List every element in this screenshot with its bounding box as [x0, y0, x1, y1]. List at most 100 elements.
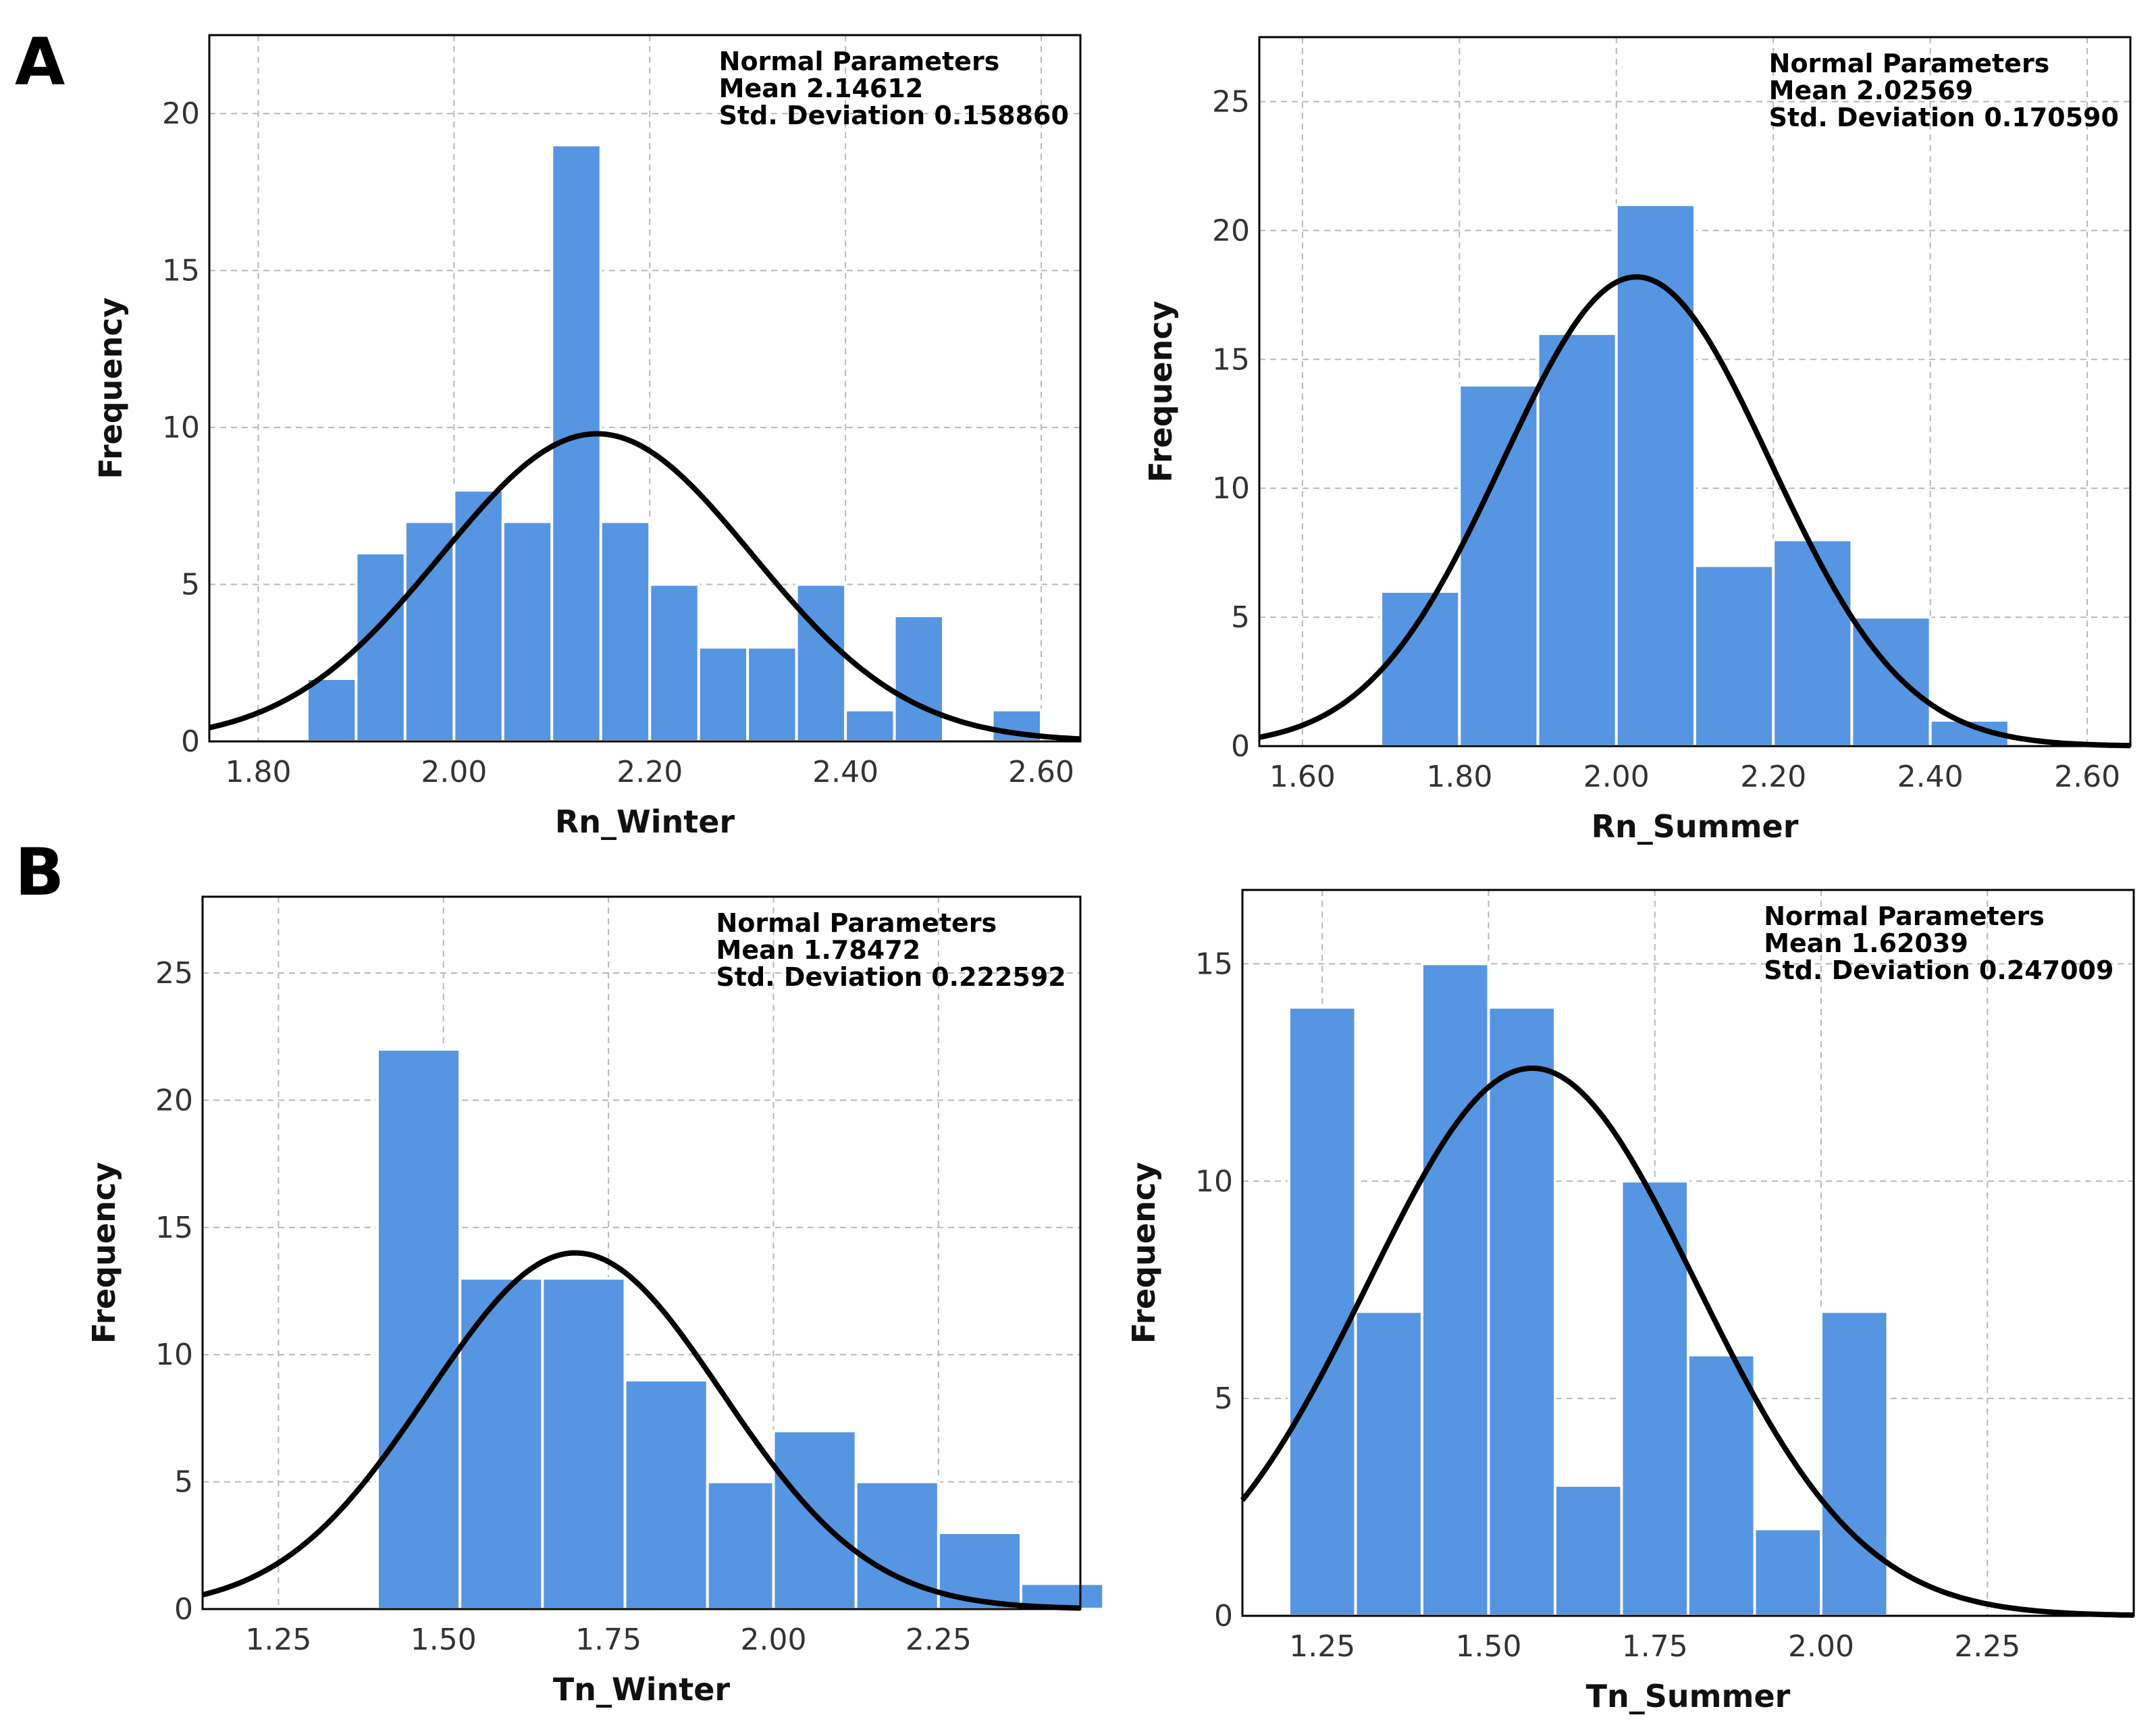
histogram-bar [1287, 1005, 1357, 1617]
histogram-bar [541, 1277, 627, 1611]
rn-summer-histogram: 0 5 10 15 20 25 1.60 1.80 2.00 2.20 2.40 2.60 Norm… [1142, 36, 2132, 845]
y-tick-label: 25 [1212, 84, 1250, 119]
x-tick-label: 1.75 [1622, 1629, 1688, 1664]
y-tick-label: 15 [1195, 947, 1233, 981]
x-axis-title: Rn_Summer [1592, 808, 1799, 845]
x-axis-title: Rn_Winter [555, 804, 735, 840]
y-tick-label: 0 [1214, 1599, 1233, 1633]
histogram-bars [1380, 203, 2010, 748]
x-tick-label: 2.60 [2054, 760, 2120, 794]
y-tick-label: 5 [174, 1465, 193, 1500]
x-axis-ticks: 1.25 1.50 1.75 2.00 2.25 [1289, 1629, 2020, 1664]
plot-area-frame [1258, 36, 2132, 747]
y-tick-label: 10 [162, 411, 200, 445]
normal-parameters-mean: Mean 2.02569 [1769, 76, 1974, 105]
y-tick-label: 0 [181, 725, 200, 759]
normal-parameters-heading: Normal Parameters [719, 47, 1000, 76]
x-tick-label: 1.75 [575, 1623, 641, 1657]
histogram-bar [623, 1378, 709, 1610]
histogram-bars [305, 143, 1043, 743]
histogram-bar [1614, 203, 1696, 747]
normal-parameters-mean: Mean 1.78472 [716, 935, 921, 965]
histogram-bar [354, 552, 406, 743]
x-tick-label: 1.25 [1289, 1629, 1355, 1664]
x-tick-label: 1.60 [1269, 760, 1336, 794]
histogram-bar [1354, 1310, 1423, 1618]
histogram-bar [376, 1048, 462, 1610]
normal-parameters-std: Std. Deviation 0.222592 [716, 962, 1066, 992]
x-tick-label: 2.00 [1788, 1629, 1854, 1664]
y-tick-label: 5 [181, 568, 200, 602]
y-axis-title: Frequency [1142, 300, 1179, 482]
grid-lines [203, 897, 1080, 1609]
x-tick-label: 2.00 [741, 1623, 807, 1657]
x-tick-label: 2.20 [616, 755, 683, 789]
panel-letter-b: B [15, 835, 64, 910]
normal-curve [1259, 274, 2131, 749]
histogram-bar [893, 614, 945, 743]
histogram-bar [1687, 1353, 1756, 1617]
histogram-bar [599, 520, 652, 743]
normal-parameters-mean: Mean 1.62039 [1764, 928, 1968, 958]
histogram-bar [458, 1277, 544, 1611]
y-axis-ticks: 0 5 10 15 20 [162, 97, 200, 759]
histogram-bar [795, 583, 847, 743]
x-tick-label: 2.00 [421, 755, 487, 789]
y-axis-ticks: 0 5 10 15 [1195, 947, 1233, 1633]
x-axis-title: Tn_Summer [1586, 1678, 1791, 1714]
normal-curve [1240, 1066, 2134, 1618]
y-tick-label: 5 [1214, 1382, 1233, 1416]
panel-letter-a: A [15, 24, 65, 100]
normal-curve [209, 431, 1081, 742]
x-tick-label: 2.00 [1583, 760, 1650, 794]
histogram-bar [844, 708, 896, 743]
y-tick-label: 20 [155, 1083, 193, 1117]
histogram-bar [1553, 1483, 1623, 1617]
histogram-bar [1820, 1310, 1889, 1618]
y-tick-label: 15 [162, 254, 200, 288]
normal-parameters-std: Std. Deviation 0.170590 [1769, 103, 2119, 132]
x-axis-title: Tn_Winter [553, 1671, 731, 1708]
histogram-bar [1458, 384, 1540, 747]
histogram-bar [1753, 1527, 1823, 1618]
x-axis-ticks: 1.80 2.00 2.20 2.40 2.60 [225, 755, 1074, 789]
x-tick-label: 2.60 [1008, 755, 1074, 789]
y-tick-label: 0 [1231, 729, 1250, 764]
histogram-bar [305, 677, 358, 743]
plot-area-frame [1241, 889, 2135, 1617]
x-tick-label: 1.80 [1426, 760, 1492, 794]
normal-parameters-mean: Mean 2.14612 [719, 74, 924, 103]
normal-parameters-heading: Normal Parameters [1764, 901, 2045, 931]
rn-winter-histogram: 0 5 10 15 20 1.80 2.00 2.20 2.40 2.60 Normal Par… [93, 34, 1082, 840]
y-tick-label: 15 [1212, 342, 1250, 377]
normal-parameters-heading: Normal Parameters [716, 908, 997, 938]
histogram-bar [501, 520, 554, 743]
tn-summer-histogram: 0 5 10 15 1.25 1.50 1.75 2.00 2.25 Normal Param… [1126, 889, 2135, 1714]
normal-parameters-heading: Normal Parameters [1769, 49, 2050, 78]
y-axis-ticks: 0 5 10 15 20 25 [155, 956, 193, 1627]
x-tick-label: 2.40 [1897, 760, 1964, 794]
histogram-bar [1420, 962, 1490, 1617]
y-axis-title: Frequency [1126, 1162, 1162, 1344]
y-tick-label: 10 [1195, 1164, 1233, 1199]
histogram-bar [991, 708, 1043, 743]
y-tick-label: 0 [174, 1592, 193, 1627]
plot-area-frame [201, 895, 1082, 1610]
histogram-bar [1536, 332, 1618, 748]
x-axis-ticks: 1.25 1.50 1.75 2.00 2.25 [245, 1623, 971, 1657]
x-tick-label: 2.25 [1954, 1629, 2020, 1664]
y-axis-title: Frequency [86, 1162, 122, 1344]
y-axis-ticks: 0 5 10 15 20 25 [1212, 84, 1250, 764]
histogram-bar [772, 1429, 858, 1610]
x-tick-label: 1.50 [1455, 1629, 1521, 1664]
x-tick-label: 1.50 [411, 1623, 477, 1657]
y-tick-label: 10 [1212, 471, 1250, 506]
normal-parameters-std: Std. Deviation 0.158860 [719, 101, 1069, 130]
y-tick-label: 20 [162, 97, 200, 131]
histogram-bar [746, 646, 798, 743]
normal-curve [202, 1250, 1081, 1611]
plot-area-frame [208, 34, 1082, 743]
histogram-bar [1693, 564, 1775, 748]
y-tick-label: 25 [155, 956, 193, 991]
